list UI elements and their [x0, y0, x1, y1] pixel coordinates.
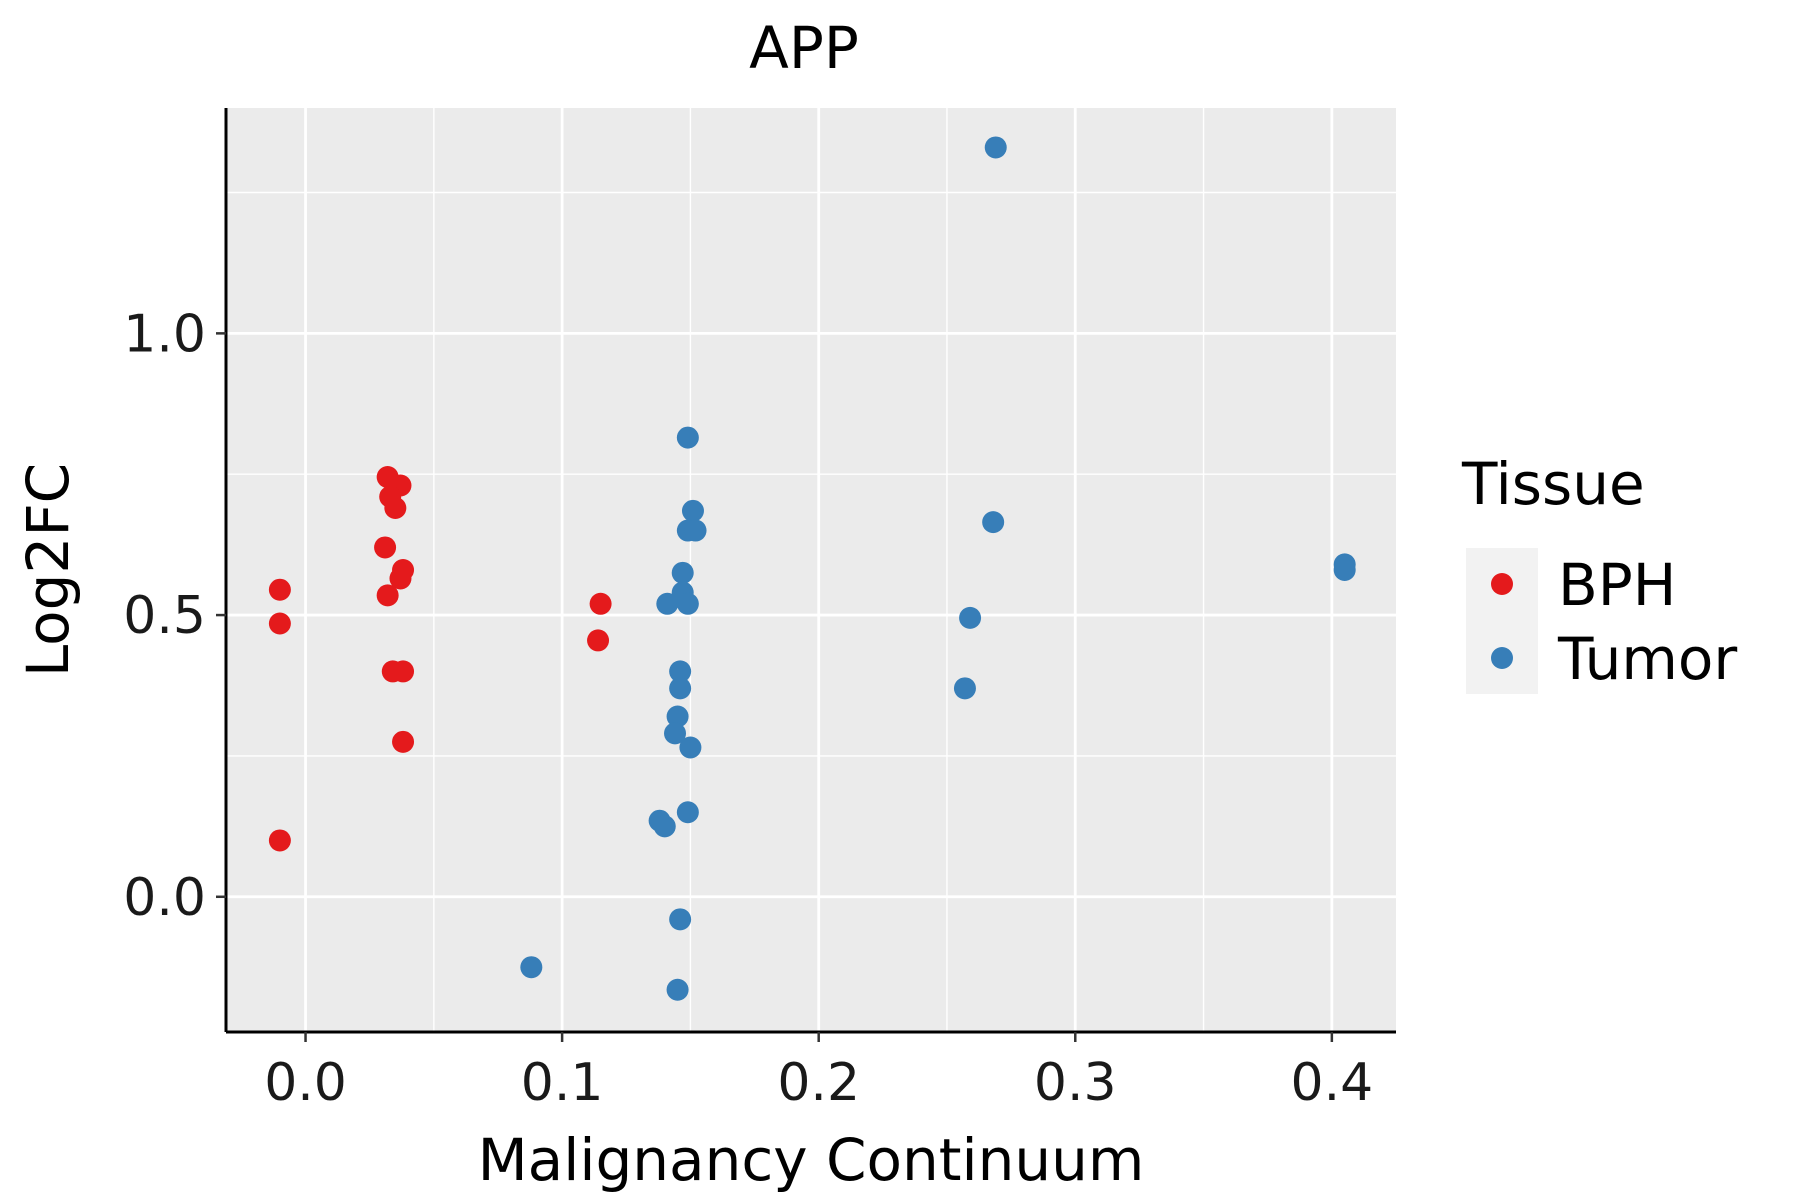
point-bph [392, 660, 415, 683]
y-tick-label: 0.5 [123, 586, 206, 646]
plot-panel [226, 108, 1396, 1032]
point-tumor [984, 136, 1007, 159]
legend-title: Tissue [1461, 450, 1645, 518]
point-tumor [669, 660, 692, 683]
legend-label-tumor: Tumor [1557, 625, 1737, 693]
x-tick-label: 0.4 [1291, 1053, 1374, 1113]
point-tumor [681, 499, 704, 522]
point-bph [589, 592, 612, 615]
y-tick-label: 1.0 [123, 304, 206, 364]
point-tumor [1333, 559, 1356, 581]
point-tumor [669, 677, 692, 700]
point-tumor [679, 736, 702, 759]
x-tick-label: 0.3 [1034, 1053, 1117, 1113]
point-bph [268, 612, 291, 635]
point-bph [587, 629, 610, 652]
point-bph [268, 829, 291, 852]
point-tumor [656, 592, 679, 615]
x-tick-label: 0.2 [777, 1053, 860, 1113]
point-tumor [653, 815, 676, 838]
legend-label-bph: BPH [1558, 551, 1676, 619]
point-tumor [684, 519, 707, 542]
y-tick-label: 0.0 [123, 868, 206, 928]
point-bph [376, 584, 399, 607]
point-tumor [671, 561, 694, 584]
point-tumor [666, 705, 689, 728]
point-tumor [666, 978, 689, 1001]
point-tumor [959, 606, 982, 629]
y-axis-title: Log2FC [14, 463, 82, 677]
point-tumor [676, 426, 699, 449]
point-bph [392, 730, 415, 753]
legend-key-bph [1491, 573, 1513, 595]
x-tick-label: 0.1 [521, 1053, 604, 1113]
legend-key-tumor [1491, 647, 1513, 669]
data-points [268, 136, 1356, 1001]
x-axis-ticks: 0.0 0.1 0.2 0.3 0.4 [264, 1032, 1373, 1113]
point-tumor [520, 956, 543, 979]
point-bph [389, 567, 412, 590]
point-bph [374, 536, 397, 559]
point-bph [268, 578, 291, 601]
point-tumor [953, 677, 976, 700]
point-bph [384, 497, 407, 520]
x-tick-label: 0.0 [264, 1053, 347, 1113]
point-tumor [669, 908, 692, 931]
point-tumor [676, 801, 699, 824]
chart-title: APP [749, 14, 859, 82]
x-axis-title: Malignancy Continuum [478, 1126, 1145, 1194]
point-tumor [676, 592, 699, 615]
point-tumor [664, 722, 687, 745]
major-gridlines [226, 108, 1396, 1032]
legend-key-background [1466, 548, 1538, 694]
point-tumor [982, 511, 1005, 534]
y-axis-ticks: 0.0 0.5 1.0 [123, 304, 226, 928]
